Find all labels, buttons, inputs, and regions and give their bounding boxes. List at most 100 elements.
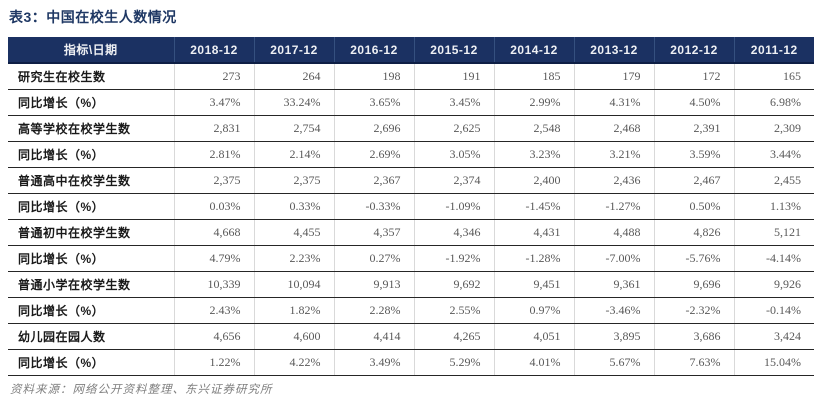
value-cell: 15.04% [733, 349, 814, 376]
value-cell: 2,625 [413, 115, 494, 142]
value-cell: 2,754 [253, 115, 334, 142]
table-row: 同比增长（%） 0.03% 0.33% -0.33% -1.09% -1.45% -1.27… [8, 193, 814, 220]
value-cell: 4.31% [573, 89, 654, 116]
value-cell: -3.46% [573, 297, 654, 324]
value-cell: 4,455 [253, 219, 334, 246]
value-cell: 33.24% [253, 89, 334, 116]
value-cell: 4,431 [493, 219, 574, 246]
value-cell: -0.14% [733, 297, 814, 324]
value-cell: 4.22% [253, 349, 334, 376]
value-cell: -1.09% [413, 193, 494, 220]
header-cell: 2015-12 [413, 37, 494, 64]
value-cell: 165 [733, 63, 814, 90]
table-row: 研究生在校生数 273 264 198 191 185 179 172 165 [8, 63, 814, 90]
value-cell: 0.03% [173, 193, 254, 220]
source-note: 资料来源：网络公开资料整理、东兴证券研究所 [10, 384, 273, 396]
table-row: 同比增长（%） 2.81% 2.14% 2.69% 3.05% 3.23% 3.21% 3.5… [8, 141, 814, 168]
table-body: 研究生在校生数 273 264 198 191 185 179 172 165 同比增长（%） 3.… [8, 63, 814, 376]
value-cell: 2,400 [493, 167, 574, 194]
value-cell: 4,656 [173, 323, 254, 350]
value-cell: 3.45% [413, 89, 494, 116]
value-cell: 1.82% [253, 297, 334, 324]
value-cell: 0.33% [253, 193, 334, 220]
value-cell: 2,468 [573, 115, 654, 142]
value-cell: 3.65% [333, 89, 414, 116]
value-cell: 7.63% [653, 349, 734, 376]
table-header: 指标\日期 2018-12 2017-12 2016-12 2015-12 2014-12… [8, 37, 814, 64]
value-cell: -2.32% [653, 297, 734, 324]
value-cell: 3.21% [573, 141, 654, 168]
value-cell: 2.99% [493, 89, 574, 116]
row-label-cell: 同比增长（%） [8, 349, 174, 376]
value-cell: 172 [653, 63, 734, 90]
table-row: 高等学校在校学生数 2,831 2,754 2,696 2,625 2,548 2,468 2… [8, 115, 814, 142]
table-row: 普通小学在校学生数 10,339 10,094 9,913 9,692 9,451 9,36… [8, 271, 814, 298]
value-cell: 2,375 [173, 167, 254, 194]
enrollment-data-table: 指标\日期 2018-12 2017-12 2016-12 2015-12 2014-12… [8, 37, 814, 376]
header-cell: 2017-12 [253, 37, 334, 64]
value-cell: 4.50% [653, 89, 734, 116]
value-cell: 4,668 [173, 219, 254, 246]
value-cell: -1.92% [413, 245, 494, 272]
value-cell: 2,374 [413, 167, 494, 194]
row-label-cell: 同比增长（%） [8, 297, 174, 324]
value-cell: 1.13% [733, 193, 814, 220]
value-cell: 2.23% [253, 245, 334, 272]
value-cell: 185 [493, 63, 574, 90]
value-cell: 3.05% [413, 141, 494, 168]
row-label-cell: 高等学校在校学生数 [8, 115, 174, 142]
value-cell: 4,600 [253, 323, 334, 350]
value-cell: 0.50% [653, 193, 734, 220]
value-cell: 4,346 [413, 219, 494, 246]
row-label-cell: 研究生在校生数 [8, 63, 174, 90]
value-cell: -1.28% [493, 245, 574, 272]
row-label-cell: 同比增长（%） [8, 193, 174, 220]
value-cell: 4,414 [333, 323, 414, 350]
value-cell: 179 [573, 63, 654, 90]
value-cell: 2.14% [253, 141, 334, 168]
table-row: 幼儿园在园人数 4,656 4,600 4,414 4,265 4,051 3,895 3,6… [8, 323, 814, 350]
value-cell: 4.79% [173, 245, 254, 272]
table-row: 同比增长（%） 3.47% 33.24% 3.65% 3.45% 2.99% 4.31% 4.… [8, 89, 814, 116]
table-header-row: 指标\日期 2018-12 2017-12 2016-12 2015-12 2014-12… [8, 37, 814, 64]
value-cell: 5.67% [573, 349, 654, 376]
value-cell: 191 [413, 63, 494, 90]
value-cell: 9,692 [413, 271, 494, 298]
table-row: 同比增长（%） 4.79% 2.23% 0.27% -1.92% -1.28% -7.00%… [8, 245, 814, 272]
header-cell: 2012-12 [653, 37, 734, 64]
value-cell: 2,455 [733, 167, 814, 194]
row-label-cell: 同比增长（%） [8, 89, 174, 116]
value-cell: 5.29% [413, 349, 494, 376]
value-cell: 9,913 [333, 271, 414, 298]
value-cell: 4.01% [493, 349, 574, 376]
value-cell: 2,696 [333, 115, 414, 142]
value-cell: 198 [333, 63, 414, 90]
table-row: 同比增长（%） 2.43% 1.82% 2.28% 2.55% 0.97% -3.46% -2… [8, 297, 814, 324]
value-cell: -1.45% [493, 193, 574, 220]
table-row: 普通初中在校学生数 4,668 4,455 4,357 4,346 4,431 4,488 4… [8, 219, 814, 246]
table-title: 表3：中国在校生人数情况 [9, 9, 177, 25]
row-label-cell: 普通高中在校学生数 [8, 167, 174, 194]
value-cell: 2,548 [493, 115, 574, 142]
value-cell: -1.27% [573, 193, 654, 220]
value-cell: 2,467 [653, 167, 734, 194]
value-cell: 4,826 [653, 219, 734, 246]
value-cell: 264 [253, 63, 334, 90]
value-cell: -5.76% [653, 245, 734, 272]
value-cell: 3,686 [653, 323, 734, 350]
row-label-cell: 普通小学在校学生数 [8, 271, 174, 298]
table-row: 普通高中在校学生数 2,375 2,375 2,367 2,374 2,400 2,436 2… [8, 167, 814, 194]
value-cell: 4,488 [573, 219, 654, 246]
value-cell: 10,094 [253, 271, 334, 298]
value-cell: 2.55% [413, 297, 494, 324]
value-cell: 2,367 [333, 167, 414, 194]
value-cell: 3.23% [493, 141, 574, 168]
value-cell: 5,121 [733, 219, 814, 246]
value-cell: 9,361 [573, 271, 654, 298]
value-cell: 1.22% [173, 349, 254, 376]
value-cell: 2.43% [173, 297, 254, 324]
value-cell: 2.81% [173, 141, 254, 168]
value-cell: -4.14% [733, 245, 814, 272]
header-cell: 指标\日期 [8, 37, 174, 64]
